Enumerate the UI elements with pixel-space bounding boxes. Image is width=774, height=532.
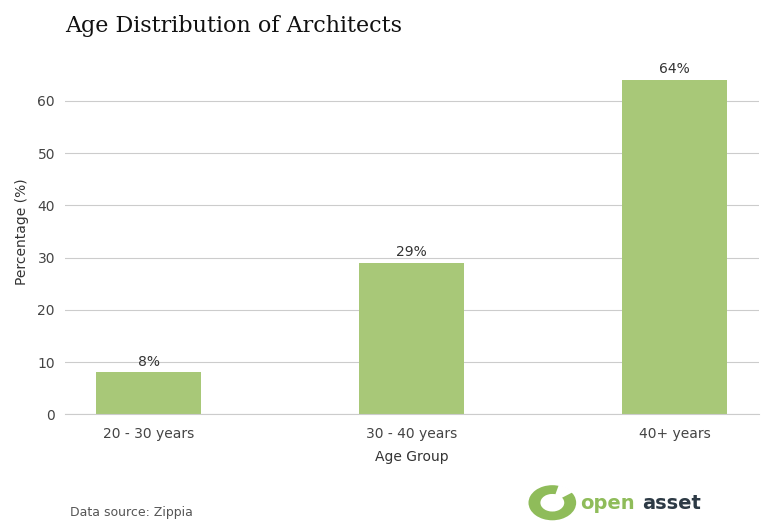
Bar [622,80,728,414]
Text: Age Distribution of Architects: Age Distribution of Architects [65,15,402,37]
Wedge shape [529,485,576,520]
Bar [359,263,464,414]
X-axis label: Age Group: Age Group [375,450,449,464]
Text: 8%: 8% [138,355,160,369]
Bar [96,372,201,414]
Text: open: open [580,494,635,513]
Text: 29%: 29% [396,245,427,259]
Text: asset: asset [642,494,701,513]
Wedge shape [555,485,573,498]
Y-axis label: Percentage (%): Percentage (%) [15,178,29,285]
Text: Data source: Zippia: Data source: Zippia [70,506,193,519]
Text: 64%: 64% [659,62,690,77]
